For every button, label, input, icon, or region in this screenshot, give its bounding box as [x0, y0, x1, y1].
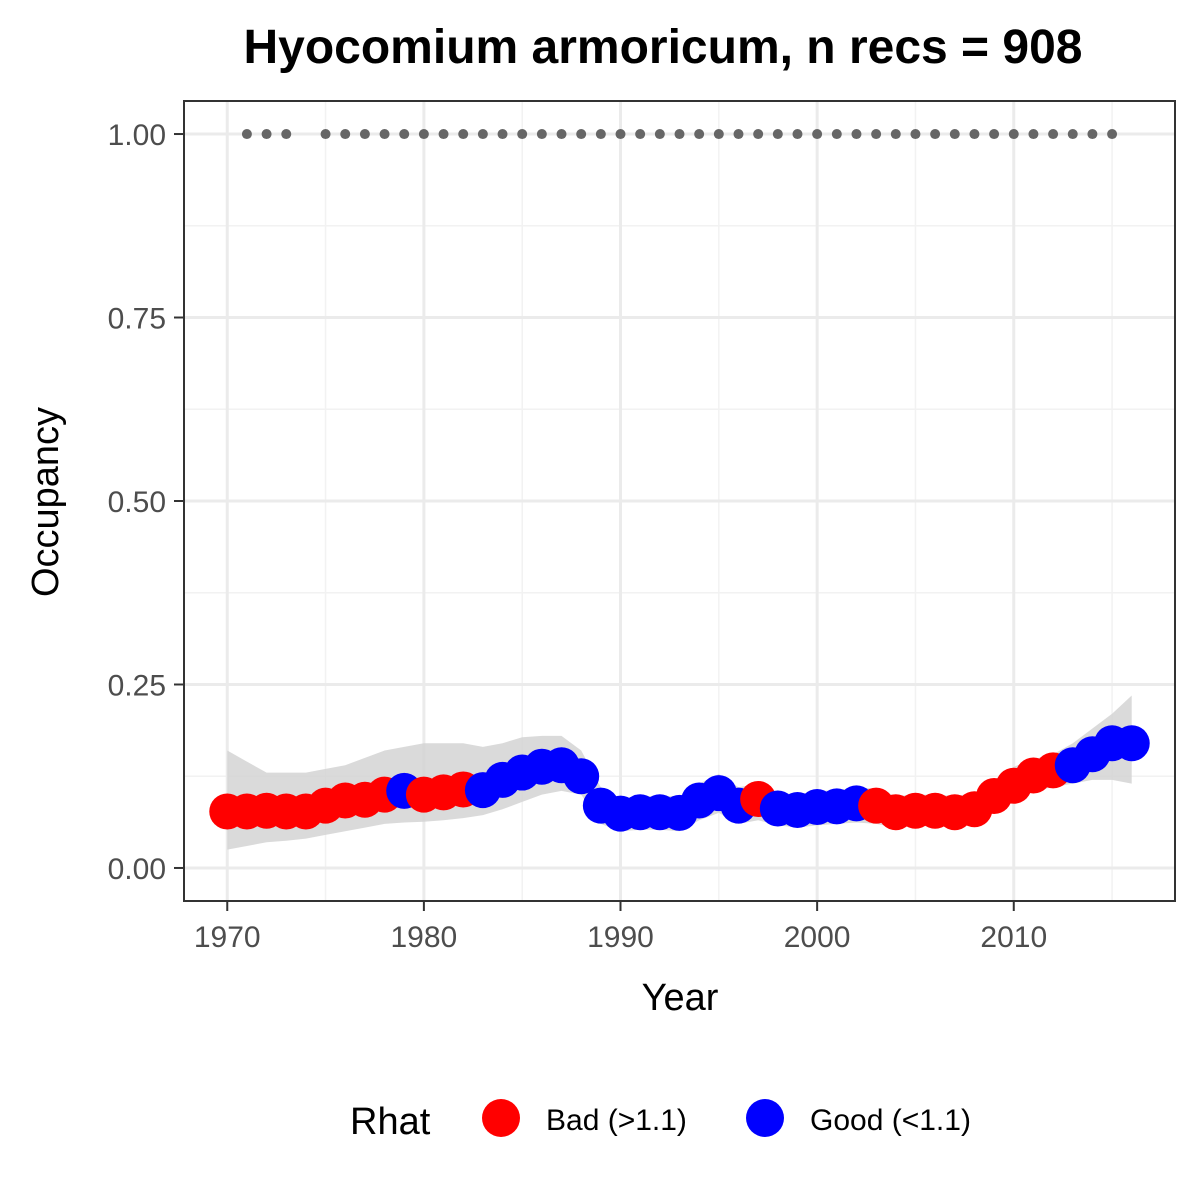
record-dot — [733, 129, 744, 140]
record-dot — [772, 129, 783, 140]
record-dot — [812, 129, 823, 140]
x-axis: 1970 1980 1990 2000 2010 — [194, 901, 1047, 954]
x-tick-label: 1990 — [587, 921, 654, 954]
record-dot — [615, 129, 626, 140]
occupancy-point — [563, 758, 600, 795]
record-dot — [753, 129, 764, 140]
y-tick-label: 0.75 — [108, 303, 166, 336]
record-dot — [890, 129, 901, 140]
record-dot — [595, 129, 606, 140]
legend-title: Rhat — [350, 1101, 431, 1143]
record-dot — [458, 129, 469, 140]
record-dot — [497, 129, 508, 140]
record-dot — [1008, 129, 1019, 140]
record-dots — [241, 129, 1118, 140]
record-dot — [851, 129, 862, 140]
y-axis: 0.00 0.25 0.50 0.75 1.00 — [108, 119, 184, 886]
occupancy-point — [1113, 725, 1150, 762]
legend-key-bad — [482, 1099, 520, 1137]
record-dot — [359, 129, 370, 140]
record-dot — [399, 129, 410, 140]
record-dot — [831, 129, 842, 140]
x-tick-label: 1970 — [194, 921, 261, 954]
record-dot — [576, 129, 587, 140]
record-dot — [1067, 129, 1078, 140]
record-dot — [871, 129, 882, 140]
y-axis-title: Occupancy — [25, 407, 67, 597]
record-dot — [281, 129, 292, 140]
record-dot — [556, 129, 567, 140]
legend-label-good: Good (<1.1) — [810, 1104, 971, 1137]
record-dot — [989, 129, 1000, 140]
y-tick-label: 1.00 — [108, 119, 166, 152]
x-tick-label: 2000 — [784, 921, 851, 954]
record-dot — [1087, 129, 1098, 140]
record-dot — [635, 129, 646, 140]
record-dot — [713, 129, 724, 140]
record-dot — [418, 129, 429, 140]
legend-label-bad: Bad (>1.1) — [546, 1104, 687, 1137]
record-dot — [930, 129, 941, 140]
record-dot — [517, 129, 528, 140]
chart-title: Hyocomium armoricum, n recs = 908 — [243, 21, 1082, 74]
x-tick-label: 2010 — [980, 921, 1047, 954]
record-dot — [969, 129, 980, 140]
x-axis-title: Year — [642, 977, 719, 1019]
record-dot — [910, 129, 921, 140]
record-dot — [261, 129, 272, 140]
plot-area — [183, 100, 1176, 902]
record-dot — [1028, 129, 1039, 140]
record-dot — [536, 129, 547, 140]
record-dot — [1048, 129, 1059, 140]
record-dot — [674, 129, 685, 140]
record-dot — [438, 129, 449, 140]
record-dot — [320, 129, 331, 140]
record-dot — [379, 129, 390, 140]
y-tick-label: 0.50 — [108, 486, 166, 519]
legend: Rhat Bad (>1.1) Good (<1.1) — [350, 1099, 971, 1143]
record-dot — [792, 129, 803, 140]
legend-key-good — [746, 1099, 784, 1137]
x-tick-label: 1980 — [391, 921, 458, 954]
record-dot — [949, 129, 960, 140]
record-dot — [241, 129, 252, 140]
record-dot — [694, 129, 705, 140]
record-dot — [1107, 129, 1118, 140]
record-dot — [340, 129, 351, 140]
y-tick-label: 0.25 — [108, 669, 166, 702]
record-dot — [654, 129, 665, 140]
y-tick-label: 0.00 — [108, 853, 166, 886]
record-dot — [477, 129, 488, 140]
occupancy-points — [209, 725, 1150, 832]
